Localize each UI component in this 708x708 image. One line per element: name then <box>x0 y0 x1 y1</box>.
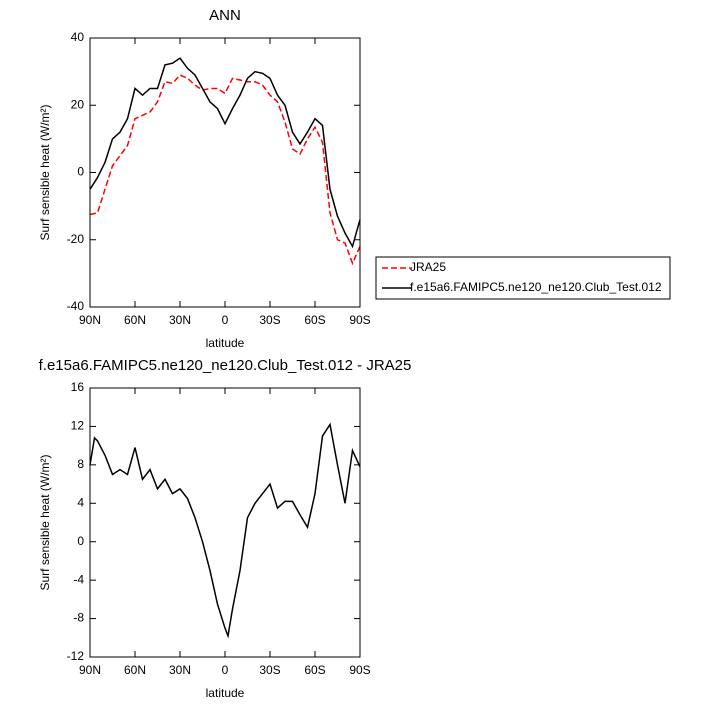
chart-title: ANN <box>209 7 241 24</box>
y-tick-label: 0 <box>77 534 84 548</box>
x-axis-label: latitude <box>206 336 245 350</box>
legend-label: JRA25 <box>410 260 446 274</box>
y-tick-label: -4 <box>73 572 84 586</box>
y-tick-label: 12 <box>71 419 85 433</box>
y-axis-label: Surf sensible heat (W/m²) <box>38 104 52 240</box>
x-tick-label: 30N <box>169 663 191 677</box>
y-tick-label: 20 <box>71 97 85 111</box>
x-tick-label: 30N <box>169 313 191 327</box>
x-tick-label: 90S <box>349 663 370 677</box>
x-tick-label: 0 <box>222 313 229 327</box>
x-tick-label: 30S <box>259 663 280 677</box>
y-tick-label: 40 <box>71 30 85 44</box>
x-tick-label: 60N <box>124 663 146 677</box>
x-tick-label: 30S <box>259 313 280 327</box>
y-tick-label: -40 <box>67 299 85 313</box>
legend-box <box>375 256 671 300</box>
y-tick-label: -20 <box>67 232 85 246</box>
y-axis-label: Surf sensible heat (W/m²) <box>38 454 52 590</box>
legend-label: f.e15a6.FAMIPC5.ne120_ne120.Club_Test.01… <box>410 280 662 294</box>
x-tick-label: 90N <box>79 313 101 327</box>
y-tick-label: 0 <box>77 165 84 179</box>
y-tick-label: 8 <box>77 457 84 471</box>
line <box>89 422 361 639</box>
x-tick-label: 90N <box>79 663 101 677</box>
y-tick-label: 4 <box>77 495 84 509</box>
y-tick-label: 16 <box>71 380 85 394</box>
x-tick-label: 60S <box>304 313 325 327</box>
x-tick-label: 0 <box>222 663 229 677</box>
plot-frame <box>89 387 361 658</box>
x-axis-label: latitude <box>206 686 245 700</box>
plot-frame <box>89 37 361 308</box>
y-tick-label: -12 <box>67 649 85 663</box>
line <box>89 74 361 266</box>
line <box>89 57 361 249</box>
x-tick-label: 60S <box>304 663 325 677</box>
chart-title: f.e15a6.FAMIPC5.ne120_ne120.Club_Test.01… <box>39 357 412 374</box>
x-tick-label: 90S <box>349 313 370 327</box>
y-tick-label: -8 <box>73 611 84 625</box>
x-tick-label: 60N <box>124 313 146 327</box>
